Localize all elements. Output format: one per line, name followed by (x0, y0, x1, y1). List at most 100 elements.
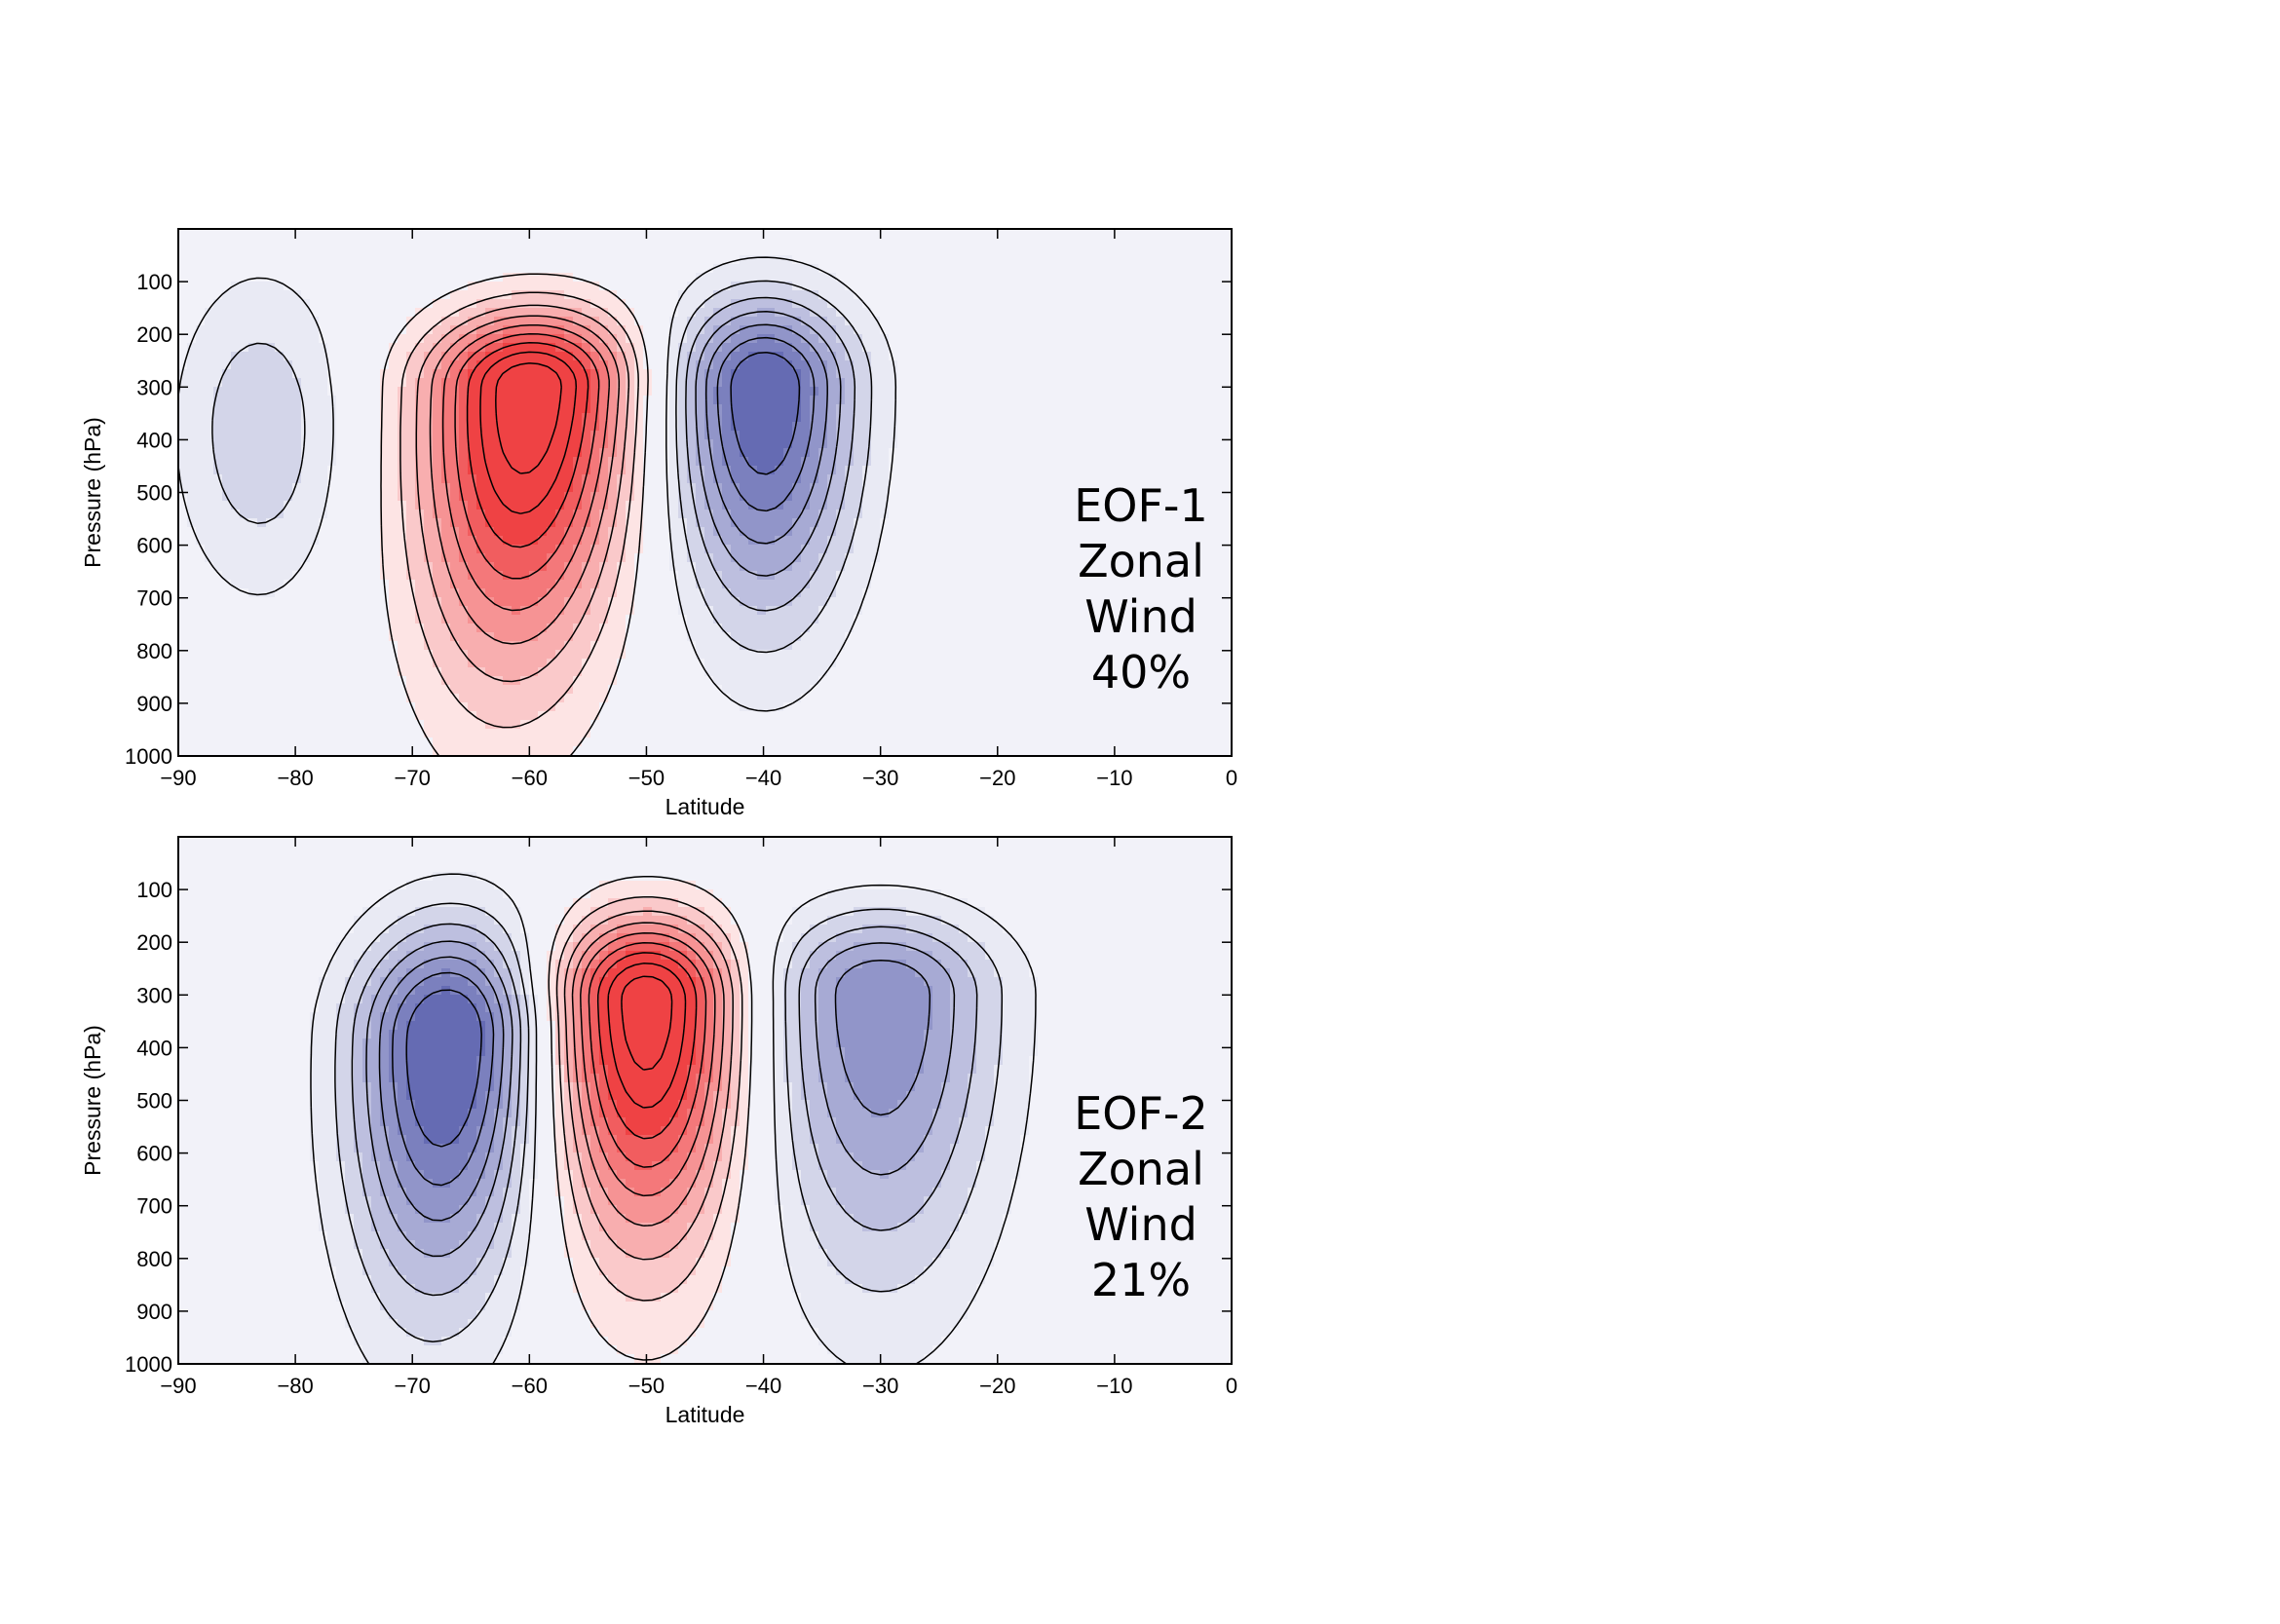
shading-cell (906, 518, 916, 528)
shading-cell (284, 545, 293, 554)
shading-cell (1196, 422, 1205, 432)
shading-cell (205, 571, 214, 581)
shading-cell (582, 474, 591, 484)
shading-cell (775, 545, 784, 554)
shading-cell (599, 325, 609, 335)
shading-cell (1011, 448, 1021, 458)
shading-cell (827, 264, 837, 274)
shading-cell (713, 273, 723, 283)
shading-cell (284, 387, 293, 397)
shading-cell (608, 439, 618, 449)
shading-cell (897, 404, 907, 414)
shading-cell (284, 492, 293, 502)
shading-cell (1073, 273, 1083, 283)
shading-cell (1160, 255, 1170, 265)
shading-cell (687, 325, 697, 335)
shading-cell (231, 571, 241, 581)
shading-cell (854, 518, 863, 528)
shading-cell (520, 238, 530, 247)
shading-cell (354, 501, 363, 510)
shading-cell (722, 378, 732, 388)
shading-cell (187, 308, 197, 318)
shading-cell (231, 588, 241, 598)
shading-cell (468, 510, 477, 519)
shading-cell (1143, 404, 1153, 414)
shading-cell (1011, 246, 1021, 256)
shading-cell (652, 431, 662, 440)
shading-cell (906, 527, 916, 537)
shading-cell (547, 264, 556, 274)
shading-cell (582, 282, 591, 291)
shading-cell (941, 246, 951, 256)
shading-cell (994, 580, 1004, 589)
shading-cell (766, 290, 776, 300)
shading-cell (687, 466, 697, 475)
shading-cell (810, 545, 819, 554)
shading-cell (687, 396, 697, 405)
shading-cell (213, 387, 223, 397)
shading-cell (450, 387, 460, 397)
shading-cell (582, 580, 591, 589)
shading-cell (240, 439, 249, 449)
shading-cell (845, 553, 855, 563)
shading-cell (362, 580, 372, 589)
shading-cell (932, 571, 942, 581)
shading-cell (459, 325, 469, 335)
shading-cell (669, 413, 679, 423)
shading-cell (389, 343, 399, 353)
shading-cell (985, 439, 995, 449)
shading-cell (187, 282, 197, 291)
shading-cell (669, 580, 679, 589)
shading-cell (1213, 264, 1223, 274)
shading-cell (757, 308, 767, 318)
shading-cell (915, 229, 925, 239)
shading-cell (897, 413, 907, 423)
shading-cell (740, 369, 749, 379)
shading-cell (1169, 439, 1179, 449)
shading-cell (1003, 404, 1012, 414)
shading-cell (950, 308, 960, 318)
shading-cell (994, 466, 1004, 475)
shading-cell (248, 264, 258, 274)
shading-cell (178, 264, 188, 274)
shading-cell (538, 369, 548, 379)
shading-cell (257, 413, 267, 423)
shading-cell (1020, 246, 1030, 256)
shading-cell (757, 536, 767, 546)
shading-cell (327, 238, 337, 247)
shading-cell (810, 255, 819, 265)
shading-cell (880, 518, 890, 528)
shading-cell (1187, 553, 1197, 563)
shading-cell (748, 229, 758, 239)
shading-cell (713, 545, 723, 554)
shading-cell (205, 282, 214, 291)
shading-cell (775, 474, 784, 484)
shading-cell (915, 571, 925, 581)
shading-cell (669, 334, 679, 344)
shading-cell (257, 562, 267, 572)
shading-cell (836, 238, 846, 247)
shading-cell (441, 571, 451, 581)
shading-cell (1108, 518, 1118, 528)
shading-cell (354, 404, 363, 414)
shading-cell (476, 510, 486, 519)
shading-cell (976, 562, 986, 572)
shading-cell (985, 536, 995, 546)
shading-cell (205, 422, 214, 432)
shading-cell (284, 413, 293, 423)
shading-cell (257, 360, 267, 370)
shading-cell (678, 483, 688, 493)
shading-cell (231, 290, 241, 300)
shading-cell (1187, 290, 1197, 300)
shading-cell (1011, 457, 1021, 467)
shading-cell (1134, 439, 1144, 449)
shading-cell (1196, 369, 1205, 379)
shading-cell (354, 492, 363, 502)
shading-cell (1204, 369, 1214, 379)
shading-cell (231, 518, 241, 528)
shading-cell (748, 553, 758, 563)
shading-cell (634, 527, 644, 537)
shading-cell (696, 483, 705, 493)
shading-cell (1160, 501, 1170, 510)
shading-cell (468, 273, 477, 283)
